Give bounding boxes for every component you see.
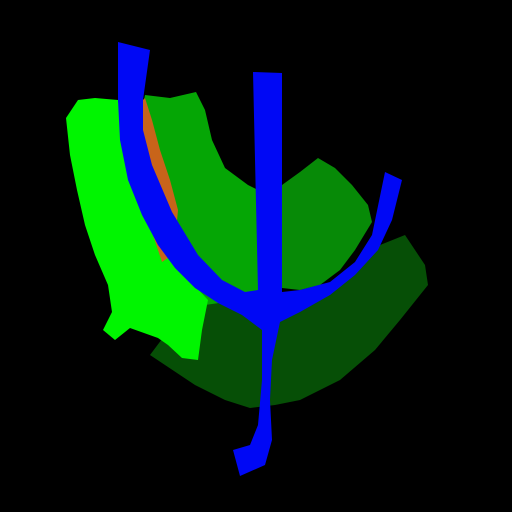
region-lime <box>66 98 208 360</box>
region-medium-green <box>282 158 372 290</box>
region-dark-green <box>150 235 428 408</box>
region-blue <box>118 42 402 476</box>
